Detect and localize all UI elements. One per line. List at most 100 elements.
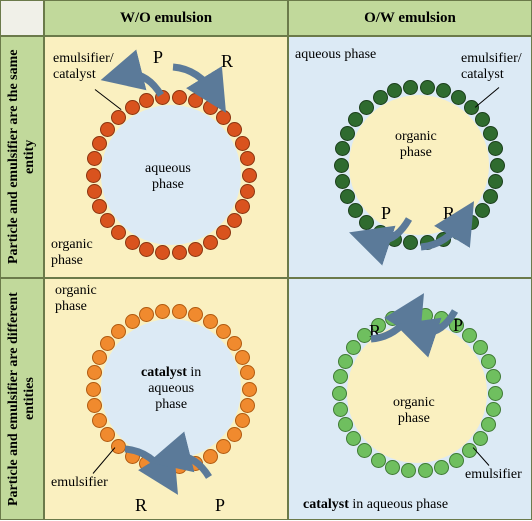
bead xyxy=(87,365,102,380)
bead xyxy=(333,369,348,384)
bead xyxy=(155,245,170,260)
bead xyxy=(481,354,496,369)
col-header-wo: W/O emulsion xyxy=(44,0,288,36)
diagram-label: emulsifier/catalyst xyxy=(53,51,114,83)
diagram-label: emulsifier xyxy=(465,467,522,483)
bead xyxy=(92,350,107,365)
row-header-same-text: Particle and emulsifier are the same ent… xyxy=(6,37,38,277)
bead xyxy=(434,460,449,475)
panel-ow-same: emulsifier/catalystorganicphaseaqueous p… xyxy=(288,36,532,278)
bead xyxy=(125,235,140,250)
bead xyxy=(418,463,433,478)
bead xyxy=(486,369,501,384)
bead xyxy=(488,386,503,401)
bead xyxy=(240,184,255,199)
bead xyxy=(332,386,347,401)
reaction-arrow xyxy=(401,295,481,351)
bead xyxy=(216,110,231,125)
bead xyxy=(401,463,416,478)
bead xyxy=(335,141,350,156)
bead xyxy=(475,112,490,127)
bead xyxy=(111,324,126,339)
bead xyxy=(335,174,350,189)
bead xyxy=(242,382,257,397)
bead xyxy=(464,100,479,115)
rp-label: P xyxy=(215,495,225,516)
reaction-arrow xyxy=(155,55,235,111)
bead xyxy=(387,83,402,98)
bead xyxy=(235,199,250,214)
col-header-ow-text: O/W emulsion xyxy=(364,10,456,27)
diagram-label: aqueous phase xyxy=(295,47,376,63)
bead xyxy=(86,168,101,183)
bead xyxy=(155,304,170,319)
bead xyxy=(111,225,126,240)
bead xyxy=(87,398,102,413)
bead xyxy=(216,324,231,339)
panel-wo-diff: emulsifier catalyst inaqueousphase organic… xyxy=(44,278,288,520)
leader-line xyxy=(475,87,500,108)
bead xyxy=(490,158,505,173)
bead xyxy=(125,314,140,329)
diagram-label: organicphase xyxy=(51,237,93,269)
diagram-label: organicphase xyxy=(55,283,97,315)
bead xyxy=(385,460,400,475)
bead xyxy=(235,350,250,365)
bead xyxy=(92,136,107,151)
bead xyxy=(488,174,503,189)
bead xyxy=(240,398,255,413)
diagram-label: aqueousphase xyxy=(145,161,191,193)
panel-ow-diff: emulsifier organicphase catalyst in aqueou… xyxy=(288,278,532,520)
bead xyxy=(473,431,488,446)
bead xyxy=(216,225,231,240)
panel-wo-same: emulsifier/catalyst aqueousphase organicph… xyxy=(44,36,288,278)
bead xyxy=(486,402,501,417)
bead xyxy=(139,307,154,322)
diagram-label: organicphase xyxy=(393,395,435,427)
bead xyxy=(403,80,418,95)
rp-label: R xyxy=(135,495,147,516)
bead xyxy=(334,158,349,173)
bead xyxy=(100,122,115,137)
bead xyxy=(111,110,126,125)
bead xyxy=(340,189,355,204)
diagram-label: catalyst inaqueousphase xyxy=(141,365,201,413)
comparison-grid: W/O emulsion O/W emulsion Particle and e… xyxy=(0,0,532,521)
bead xyxy=(86,382,101,397)
bead xyxy=(483,189,498,204)
bead xyxy=(488,141,503,156)
diagram-label: catalyst in aqueous phase xyxy=(303,497,448,513)
bead xyxy=(373,90,388,105)
bead xyxy=(436,83,451,98)
corner-cell xyxy=(0,0,44,36)
bead xyxy=(420,80,435,95)
row-header-diff-text: Particle and emulsifier are different en… xyxy=(6,279,38,519)
bead xyxy=(100,336,115,351)
leader-line xyxy=(473,447,490,466)
bead xyxy=(481,417,496,432)
bead xyxy=(483,126,498,141)
bead xyxy=(371,453,386,468)
row-header-same: Particle and emulsifier are the same ent… xyxy=(0,36,44,278)
row-header-diff: Particle and emulsifier are different en… xyxy=(0,278,44,520)
bead xyxy=(449,453,464,468)
diagram-label: emulsifier xyxy=(51,475,108,491)
bead xyxy=(338,417,353,432)
bead xyxy=(203,314,218,329)
bead xyxy=(235,136,250,151)
bead xyxy=(340,126,355,141)
bead xyxy=(227,336,242,351)
bead xyxy=(333,402,348,417)
bead xyxy=(451,90,466,105)
bead xyxy=(188,307,203,322)
reaction-arrow xyxy=(403,203,483,259)
bead xyxy=(227,122,242,137)
bead xyxy=(348,112,363,127)
bead xyxy=(87,184,102,199)
col-header-wo-text: W/O emulsion xyxy=(120,10,212,27)
bead xyxy=(338,354,353,369)
col-header-ow: O/W emulsion xyxy=(288,0,532,36)
diagram-label: emulsifier/catalyst xyxy=(461,51,522,83)
bead xyxy=(357,443,372,458)
bead xyxy=(359,100,374,115)
